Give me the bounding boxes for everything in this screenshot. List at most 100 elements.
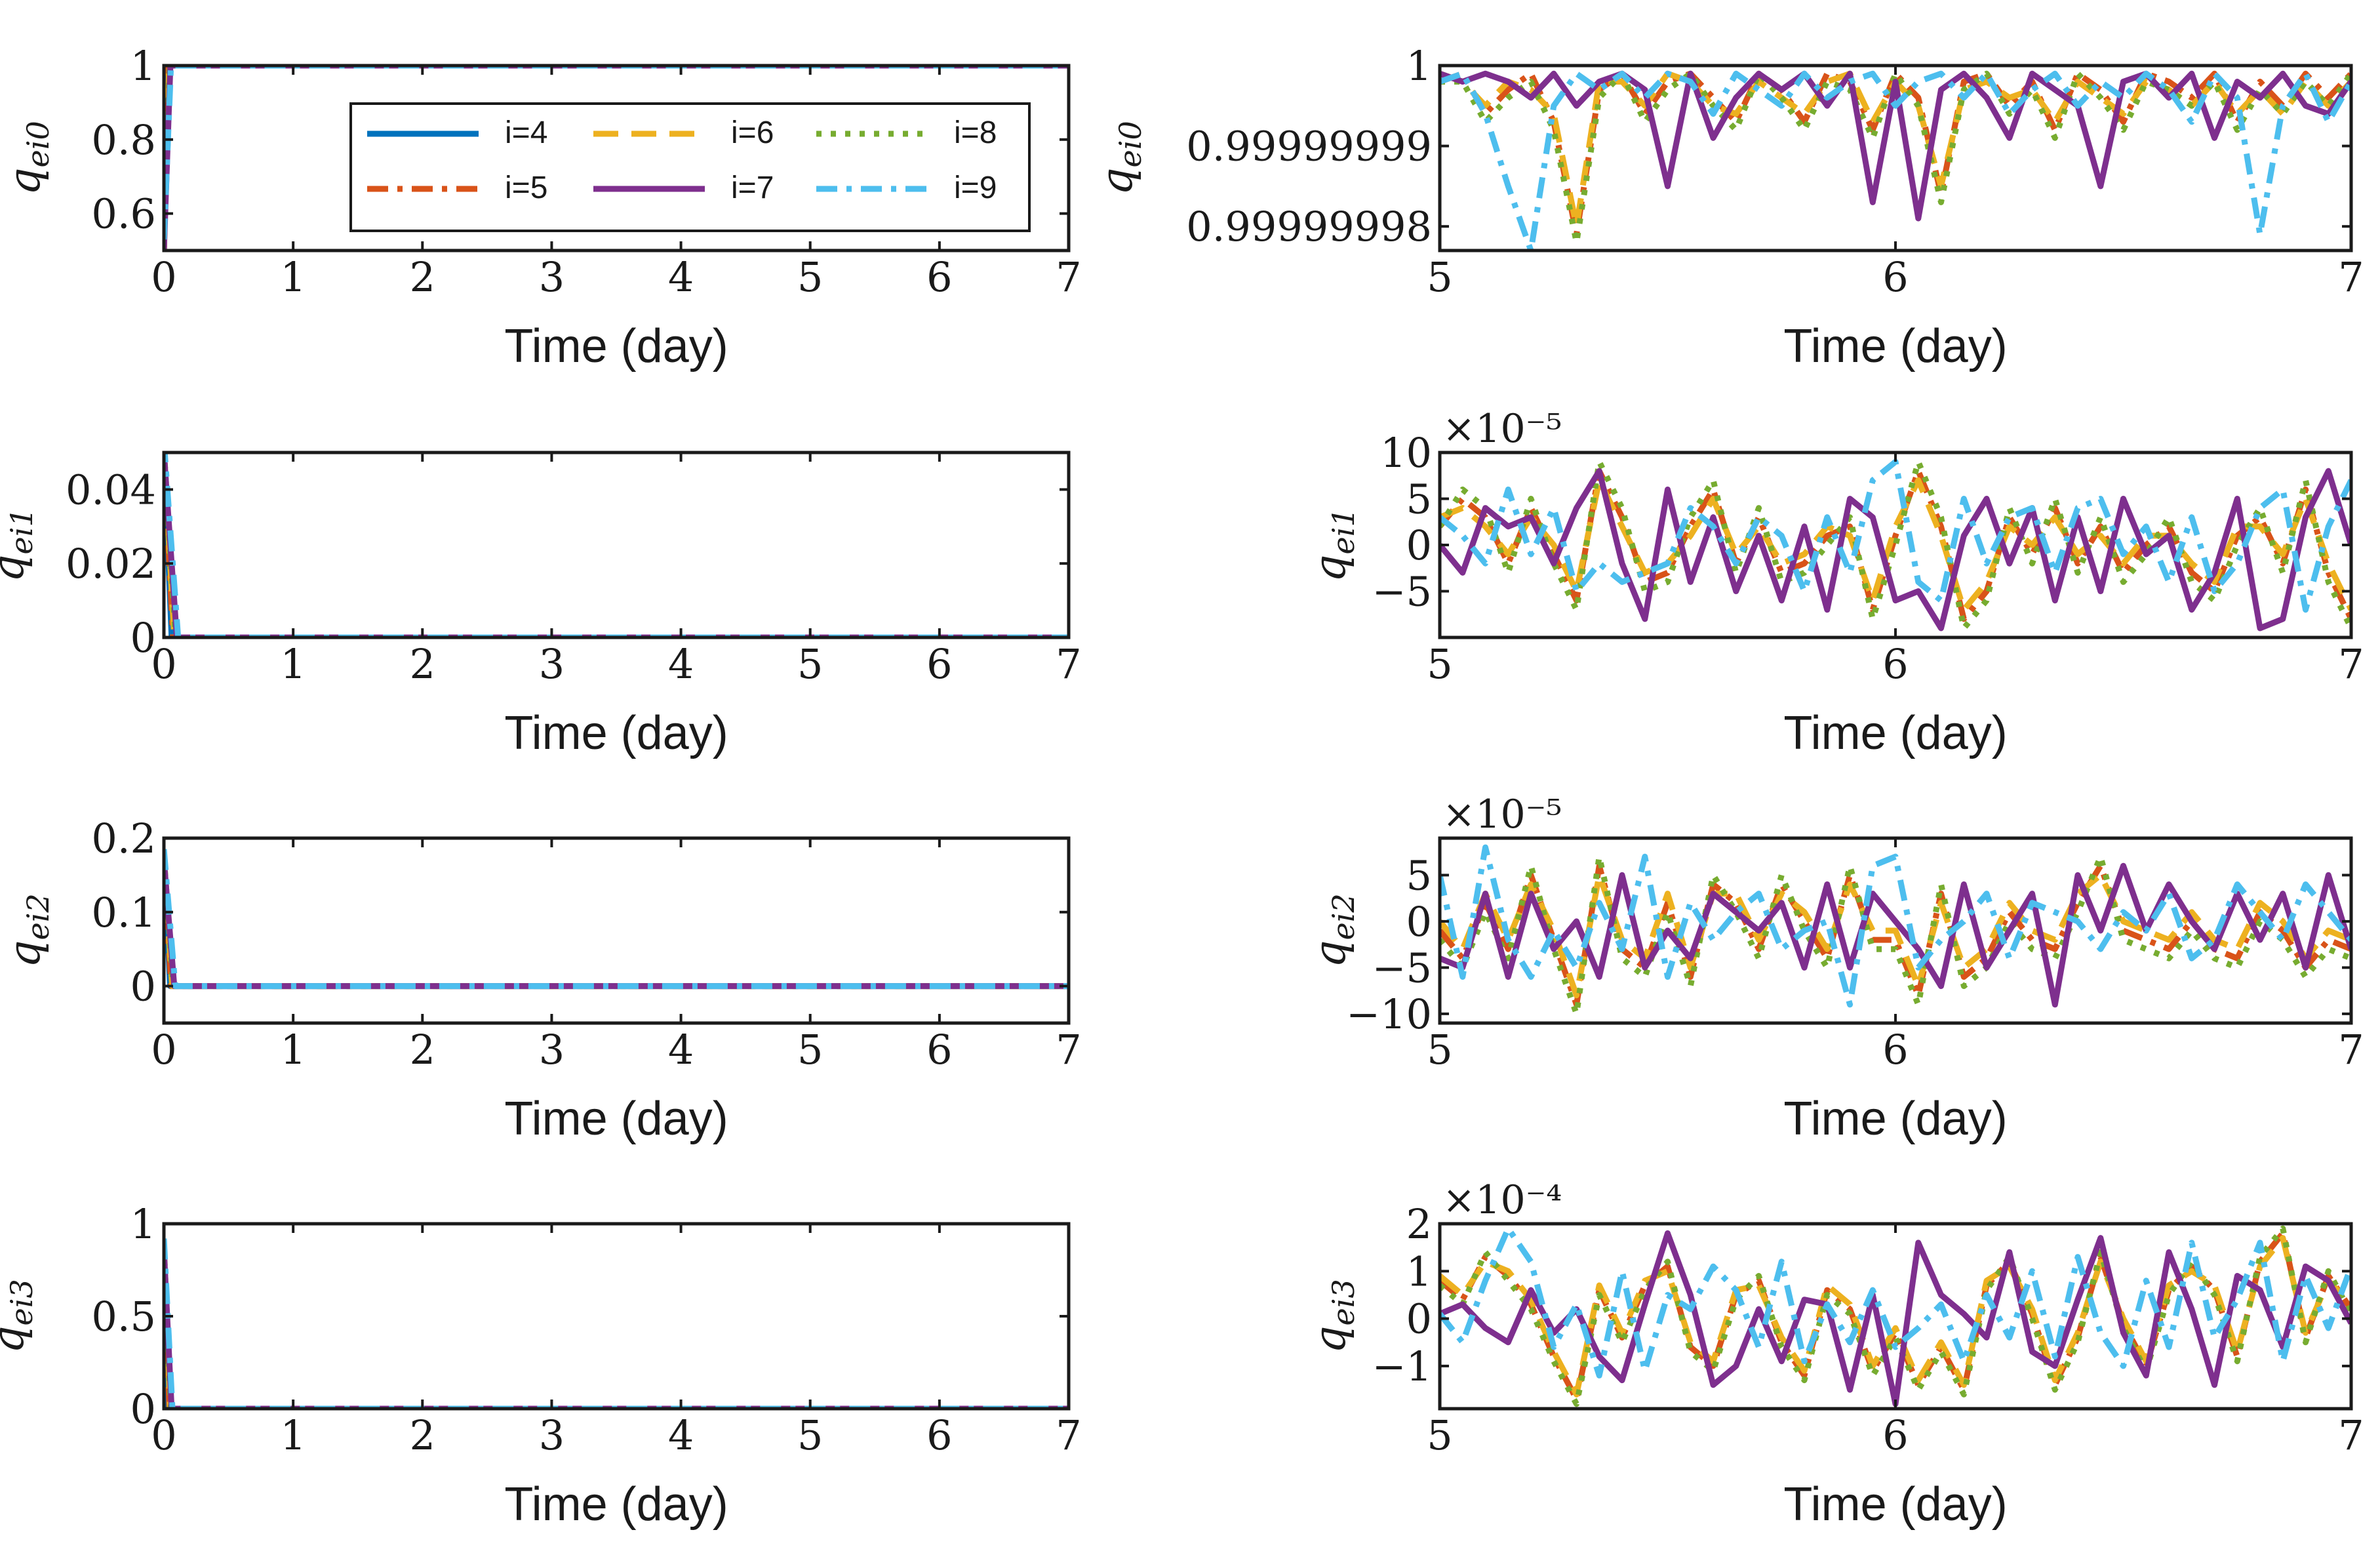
subplot-left-q3: 0 1 2 3 4 5 6 7 0 0.5 1 Time (day) qei3: [0, 1200, 1082, 1531]
y-tick-label: 0.6: [91, 190, 156, 238]
x-tick-label: 4: [668, 1026, 694, 1074]
x-tick-label: 4: [668, 253, 694, 301]
x-tick-label: 3: [539, 1026, 565, 1074]
y-tick-label: 5: [1406, 851, 1432, 899]
legend-label-i5: i=5: [505, 171, 547, 205]
y-axis-label: qei1: [1305, 508, 1361, 582]
x-axis-label: Time (day): [504, 1093, 728, 1145]
x-tick-label: 6: [926, 640, 952, 688]
x-tick-label: 5: [1427, 253, 1452, 301]
y-tick-label: 0: [130, 614, 156, 662]
series-group: [164, 453, 1069, 637]
y-axis-label: qei0: [0, 121, 56, 195]
axes-frame: [162, 451, 1071, 639]
x-tick-label: 0: [151, 253, 176, 301]
x-tick-label: 7: [1056, 1026, 1081, 1074]
x-tick-label: 1: [280, 640, 306, 688]
x-axis-label: Time (day): [504, 320, 728, 373]
axis-exponent-label: ×10⁻⁵: [1442, 792, 1562, 837]
x-tick-label: 7: [1056, 1411, 1081, 1459]
series-line-i9: [164, 66, 1069, 240]
x-axis-label: Time (day): [1783, 707, 2007, 759]
x-tick-label: 5: [1427, 1026, 1452, 1074]
y-tick-label: 1: [130, 42, 156, 90]
y-axis-label: qei0: [1092, 121, 1148, 195]
x-tick-label: 6: [926, 253, 952, 301]
plot-area: [164, 453, 1069, 637]
y-tick-label: 0.2: [91, 815, 156, 862]
x-tick-label: 5: [797, 253, 823, 301]
x-tick-label: 7: [1056, 253, 1081, 301]
series-line-i9: [164, 1238, 1069, 1409]
y-tick-label: −5: [1372, 568, 1432, 616]
x-tick-label: 3: [539, 253, 565, 301]
series-line-i7: [1440, 468, 2351, 632]
x-tick-label: 7: [1056, 640, 1081, 688]
x-axis-label: Time (day): [1783, 1478, 2007, 1531]
axes-frame: [162, 836, 1071, 1025]
y-tick-label: 10: [1380, 429, 1432, 477]
x-tick-label: 2: [410, 253, 435, 301]
x-tick-label: 6: [1882, 1411, 1908, 1459]
subplot-left-q1: 0 1 2 3 4 5 6 7 0 0.02 0.04 Time (day) qei1: [0, 451, 1082, 759]
x-tick-label: 2: [410, 640, 435, 688]
y-tick-label: 0: [130, 1385, 156, 1433]
x-tick-label: 5: [1427, 1411, 1452, 1459]
y-tick-label: 0: [130, 963, 156, 1011]
y-tick-label: 0.1: [91, 889, 156, 937]
plot-area: [164, 1224, 1069, 1409]
x-tick-label: 3: [539, 640, 565, 688]
y-axis-label: qei2: [1305, 893, 1361, 967]
x-tick-label: 0: [151, 1411, 176, 1459]
plot-area: [164, 838, 1069, 1023]
x-axis-label: Time (day): [1783, 1093, 2007, 1145]
series-group: [1440, 844, 2351, 1017]
y-axis-label: qei1: [0, 508, 39, 582]
y-tick-label: 0.04: [66, 466, 156, 514]
series-group: [1440, 70, 2351, 251]
y-tick-label: 1: [1406, 1247, 1432, 1295]
series-line-i9: [1440, 844, 2351, 1008]
x-tick-label: 7: [2338, 1411, 2364, 1459]
y-tick-label: 1: [1406, 42, 1432, 90]
axis-exponent-label: ×10⁻⁵: [1442, 406, 1562, 452]
y-axis-label: qei3: [0, 1279, 39, 1353]
legend-label-i7: i=7: [731, 171, 774, 205]
y-tick-label: 2: [1406, 1200, 1432, 1248]
y-axis-label: qei3: [1305, 1279, 1361, 1353]
x-tick-label: 3: [539, 1411, 565, 1459]
y-tick-label: 0: [1406, 521, 1432, 569]
y-tick-label: 0.8: [91, 116, 156, 164]
series-line-i7: [1440, 70, 2351, 222]
x-axis-label: Time (day): [504, 1478, 728, 1531]
series-line-i7: [1440, 862, 2351, 1008]
x-tick-label: 1: [280, 1026, 306, 1074]
x-tick-label: 0: [151, 1026, 176, 1074]
series-line-i9: [1440, 1225, 2351, 1379]
x-tick-label: 5: [1427, 640, 1452, 688]
series-line-i6: [1440, 872, 2351, 999]
axes-frame: [162, 64, 1071, 252]
x-tick-label: 7: [2338, 253, 2364, 301]
x-tick-label: 0: [151, 640, 176, 688]
y-tick-label: 0.99999999: [1186, 123, 1432, 171]
series-line-i8: [1440, 458, 2351, 632]
y-tick-label: −1: [1372, 1342, 1432, 1390]
x-tick-label: 6: [1882, 253, 1908, 301]
y-tick-label: −5: [1372, 944, 1432, 992]
x-tick-label: 6: [926, 1411, 952, 1459]
legend-label-i8: i=8: [954, 115, 997, 150]
x-axis-label: Time (day): [504, 707, 728, 759]
x-tick-label: 1: [280, 1411, 306, 1459]
y-tick-label: −10: [1346, 990, 1432, 1038]
x-tick-label: 5: [797, 640, 823, 688]
series-line-i9: [164, 453, 1069, 637]
legend-box: [349, 102, 1031, 232]
legend-label-i4: i=4: [505, 115, 547, 150]
legend-label-i6: i=6: [731, 115, 774, 150]
series-line-i8: [1440, 853, 2351, 1017]
